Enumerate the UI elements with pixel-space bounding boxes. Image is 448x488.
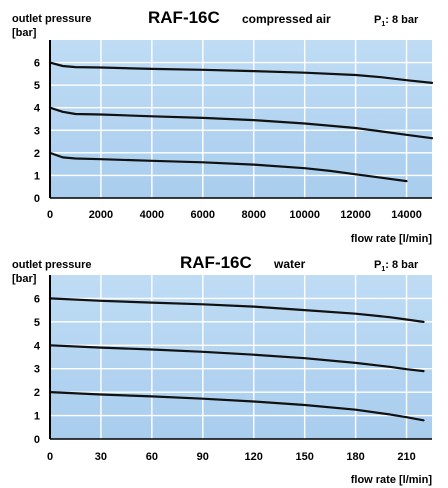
y-tick-labels: 0 1 2 3 4 5 6	[34, 58, 41, 205]
x-tick-label: 120	[245, 451, 263, 463]
x-tick-label: 14000	[391, 209, 422, 221]
series-lines	[48, 297, 425, 422]
chart-model-title: RAF-16C	[148, 8, 220, 27]
x-tick-label: 6000	[191, 209, 215, 221]
y-tick-label: 5	[34, 80, 40, 92]
series-line-1	[48, 61, 434, 85]
series-line-1	[48, 297, 425, 323]
y-tick-label: 3	[34, 364, 40, 376]
x-tick-label: 8000	[241, 209, 265, 221]
y-tick-label: 2	[34, 148, 40, 160]
series-line-2	[48, 106, 434, 140]
x-tick-label: 150	[295, 451, 313, 463]
y-axis-label: outlet pressure	[12, 13, 91, 25]
chart-medium-label: compressed air	[242, 12, 331, 26]
y-tick-label: 6	[34, 293, 40, 305]
y-tick-label: 1	[34, 411, 40, 423]
chart-medium-label: water	[273, 257, 306, 271]
x-tick-label: 0	[47, 209, 53, 221]
series-line-3	[48, 151, 408, 183]
y-tick-label: 0	[34, 193, 40, 205]
y-axis-unit: [bar]	[12, 27, 37, 39]
y-tick-label: 3	[34, 125, 40, 137]
x-tick-label: 2000	[89, 209, 113, 221]
x-tick-label: 210	[397, 451, 415, 463]
chart-water: outlet pressure [bar] RAF-16C water P1: …	[12, 253, 432, 486]
x-tick-label: 180	[346, 451, 364, 463]
x-tick-label: 30	[95, 451, 107, 463]
x-axis-label: flow rate [l/min]	[351, 474, 433, 486]
inlet-pressure-label: P1: 8 bar	[374, 259, 419, 273]
x-tick-label: 60	[146, 451, 158, 463]
x-tick-label: 4000	[140, 209, 164, 221]
y-tick-label: 4	[34, 340, 41, 352]
y-tick-label: 0	[34, 434, 40, 446]
x-tick-label: 0	[47, 451, 53, 463]
y-tick-label: 6	[34, 58, 40, 70]
x-tick-labels: 0 30 60 90 120 150 180 210	[47, 451, 416, 463]
y-tick-label: 1	[34, 170, 40, 182]
x-tick-label: 12000	[340, 209, 371, 221]
x-tick-label: 90	[197, 451, 209, 463]
grid-lines	[50, 40, 432, 198]
chart-model-title: RAF-16C	[180, 253, 252, 272]
y-axis-unit: [bar]	[12, 273, 37, 285]
y-tick-label: 5	[34, 317, 40, 329]
x-tick-labels: 0 2000 4000 6000 8000 10000 12000 14000	[47, 209, 422, 221]
grid-lines	[50, 275, 432, 439]
y-tick-label: 4	[34, 103, 41, 115]
chart-compressed-air: outlet pressure [bar] RAF-16C compressed…	[12, 8, 434, 245]
x-tick-label: 10000	[289, 209, 320, 221]
y-axis-label: outlet pressure	[12, 259, 91, 271]
plot-area	[50, 275, 432, 439]
y-tick-labels: 0 1 2 3 4 5 6	[34, 293, 41, 446]
y-tick-label: 2	[34, 387, 40, 399]
series-line-3	[48, 391, 425, 422]
series-lines	[48, 61, 434, 183]
inlet-pressure-label: P1: 8 bar	[374, 14, 419, 28]
x-axis-label: flow rate [l/min]	[351, 233, 433, 245]
series-line-2	[48, 344, 425, 373]
